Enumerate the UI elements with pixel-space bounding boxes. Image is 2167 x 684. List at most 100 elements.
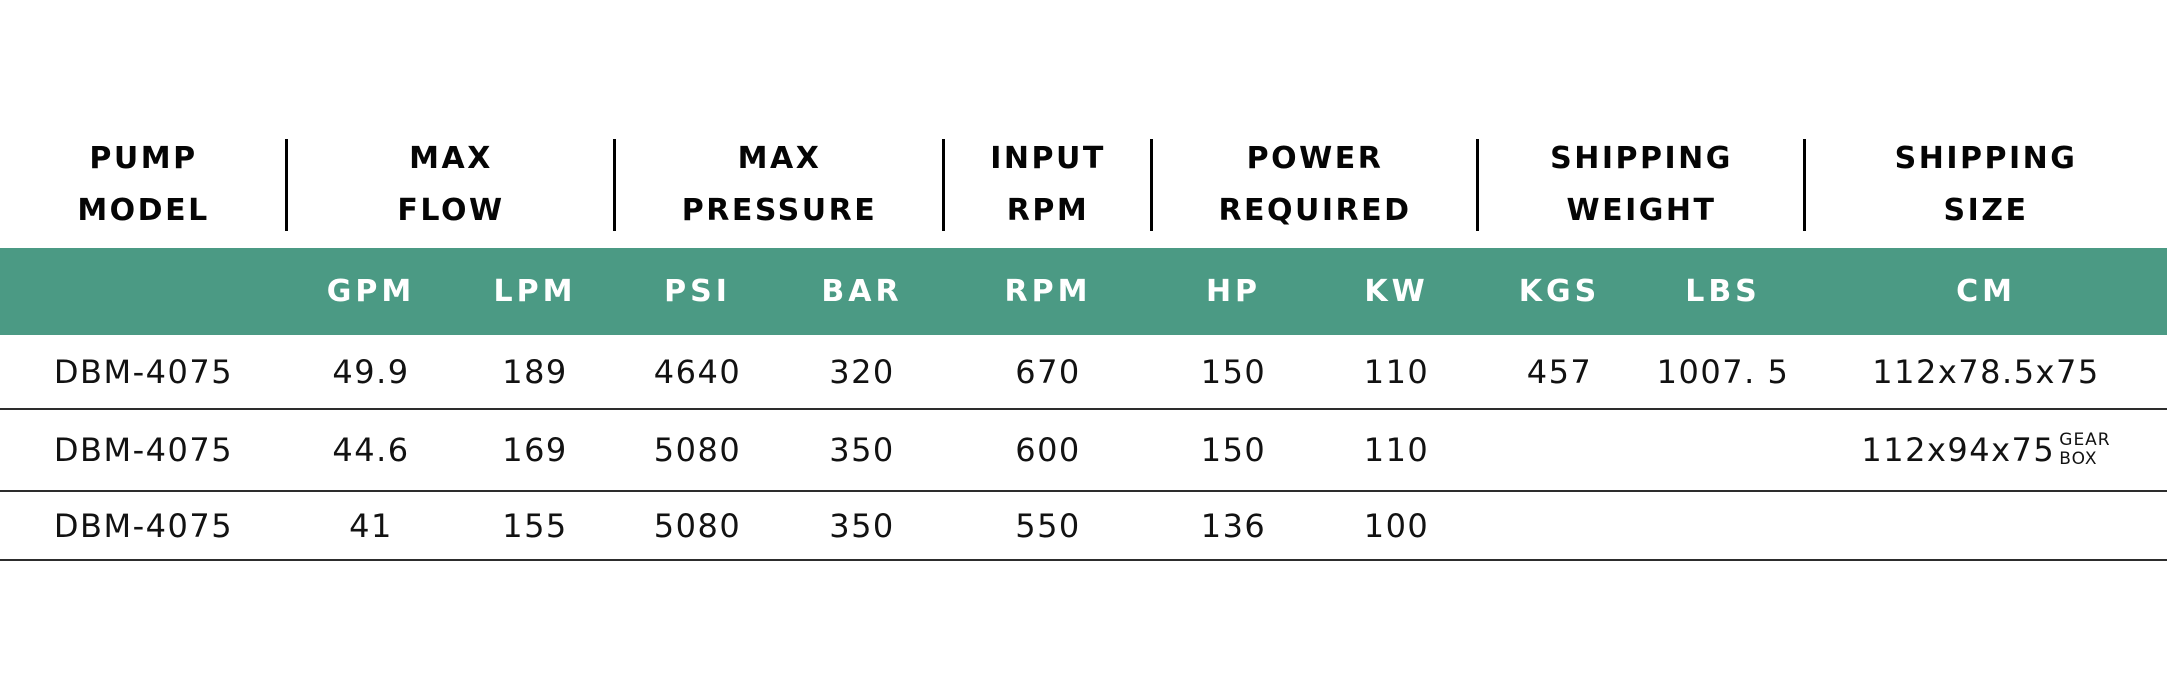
group-header-max-pressure: MAX PRESSURE <box>615 121 944 248</box>
cell-row2-bar: 350 <box>780 410 944 490</box>
cell-row1-kgs: 457 <box>1478 335 1641 408</box>
cell-value: 100 <box>1363 506 1430 545</box>
cell-row1-lpm: 189 <box>455 335 615 408</box>
cell-value: DBM-4075 <box>53 431 234 469</box>
cell-row3-rpm: 550 <box>944 492 1152 559</box>
unit-header-gpm: GPM <box>326 273 416 309</box>
cell-value: 112x94x75 <box>1861 431 2056 469</box>
group-header-line: PUMP <box>89 140 198 176</box>
cell-value: 1007. 5 <box>1656 352 1790 391</box>
cell-row2-kgs <box>1478 410 1641 490</box>
gearbox-note: GEAR BOX <box>2059 431 2110 468</box>
group-header-pump-model: PUMP MODEL <box>0 121 287 248</box>
unit-header-kgs: KGS <box>1518 273 1601 309</box>
group-header-line: WEIGHT <box>1566 192 1717 228</box>
group-header-line: MAX <box>737 140 822 176</box>
group-header-line: SIZE <box>1943 192 2029 228</box>
group-header-line: INPUT <box>990 140 1106 176</box>
group-header-shipping-size: SHIPPING SIZE <box>1805 121 2167 248</box>
cell-row2-rpm: 600 <box>944 410 1152 490</box>
unit-header-lbs: LBS <box>1685 273 1761 309</box>
cell-value: 600 <box>1015 431 1081 469</box>
gearbox-note-line: GEAR <box>2059 430 2111 451</box>
group-header-line: PRESSURE <box>681 192 878 228</box>
cell-row3-lbs <box>1641 492 1805 559</box>
group-header-max-flow: MAX FLOW <box>287 121 615 248</box>
group-header-line: RPM <box>1006 192 1090 228</box>
cell-row3-kgs <box>1478 492 1641 559</box>
unit-header-row: GPM LPM PSI BAR RPM HP KW KGS LBS CM <box>0 248 2167 335</box>
cell-row3-pump-model: DBM-4075 <box>0 492 287 559</box>
group-header-line: FLOW <box>397 192 505 228</box>
cell-row3-bar: 350 <box>780 492 944 559</box>
unit-header-hp: HP <box>1205 273 1262 309</box>
cell-row3-cm <box>1805 492 2167 559</box>
group-header-line: REQUIRED <box>1218 192 1412 228</box>
cell-value: DBM-4075 <box>53 506 234 545</box>
group-header-line: MODEL <box>77 192 210 228</box>
cell-value: 457 <box>1526 352 1593 391</box>
cell-row1-pump-model: DBM-4075 <box>0 335 287 408</box>
group-header-line: SHIPPING <box>1894 140 2078 176</box>
unit-header-cm: CM <box>1956 273 2016 309</box>
cell-value: 350 <box>829 506 895 545</box>
cell-value: 110 <box>1363 431 1430 469</box>
cell-value: 110 <box>1363 352 1430 391</box>
cell-value: 169 <box>502 431 568 469</box>
cell-row1-kw: 110 <box>1315 335 1478 408</box>
group-header-row: PUMP MODEL MAX FLOW MAX PRESSURE INPUT RPM POWER… <box>0 121 2167 248</box>
group-header-input-rpm: INPUT RPM <box>944 121 1152 248</box>
cell-row2-hp: 150 <box>1152 410 1315 490</box>
table-row-1: DBM-4075 49.9 189 4640 320 670 150 110 457 1007. … <box>0 335 2167 410</box>
cell-value: DBM-4075 <box>53 352 234 391</box>
cell-value: 670 <box>1015 352 1081 391</box>
cell-row1-lbs: 1007. 5 <box>1641 335 1805 408</box>
cell-row2-lpm: 169 <box>455 410 615 490</box>
cell-row1-cm: 112x78.5x75 <box>1805 335 2167 408</box>
cell-value: 44.6 <box>332 431 410 469</box>
cell-row1-gpm: 49.9 <box>287 335 455 408</box>
table-body: DBM-4075 49.9 189 4640 320 670 150 110 457 1007. … <box>0 335 2167 561</box>
cell-value: 136 <box>1200 506 1267 545</box>
cell-value: 41 <box>349 506 393 545</box>
cell-row2-pump-model: DBM-4075 <box>0 410 287 490</box>
unit-header-pump-model <box>0 248 287 335</box>
group-header-line: POWER <box>1246 140 1384 176</box>
unit-header-rpm: RPM <box>1004 273 1092 309</box>
unit-header-lpm: LPM <box>493 273 577 309</box>
cell-row2-cm: 112x94x75 GEAR BOX <box>1805 410 2167 490</box>
table-row-2: DBM-4075 44.6 169 5080 350 600 150 110 112x94x75… <box>0 410 2167 492</box>
unit-header-bar: BAR <box>821 273 903 309</box>
cell-row1-rpm: 670 <box>944 335 1152 408</box>
cell-value: 320 <box>829 352 895 391</box>
cell-row1-bar: 320 <box>780 335 944 408</box>
cell-row3-kw: 100 <box>1315 492 1478 559</box>
unit-header-kw: KW <box>1364 273 1429 309</box>
cell-row2-lbs <box>1641 410 1805 490</box>
cell-row2-kw: 110 <box>1315 410 1478 490</box>
group-header-line: MAX <box>409 140 493 176</box>
cell-value: 150 <box>1200 431 1267 469</box>
cell-value: 4640 <box>653 352 742 391</box>
cell-value: 5080 <box>653 431 742 469</box>
group-header-shipping-weight: SHIPPING WEIGHT <box>1478 121 1805 248</box>
table-row-3: DBM-4075 41 155 5080 350 550 136 100 <box>0 492 2167 561</box>
cell-row3-psi: 5080 <box>615 492 780 559</box>
cell-row1-hp: 150 <box>1152 335 1315 408</box>
unit-header-psi: PSI <box>664 273 731 309</box>
cell-value: 150 <box>1200 352 1267 391</box>
cell-row2-psi: 5080 <box>615 410 780 490</box>
cell-value: 49.9 <box>332 352 410 391</box>
gearbox-note-line: BOX <box>2059 449 2098 469</box>
cell-value: 5080 <box>653 506 742 545</box>
cell-row2-gpm: 44.6 <box>287 410 455 490</box>
cell-value: 155 <box>502 506 568 545</box>
cell-row1-psi: 4640 <box>615 335 780 408</box>
group-header-line: SHIPPING <box>1550 140 1733 176</box>
cell-row3-gpm: 41 <box>287 492 455 559</box>
cell-value: 112x78.5x75 <box>1872 352 2100 391</box>
cell-value: 550 <box>1015 506 1081 545</box>
cell-value: 189 <box>502 352 568 391</box>
cell-value: 350 <box>829 431 895 469</box>
